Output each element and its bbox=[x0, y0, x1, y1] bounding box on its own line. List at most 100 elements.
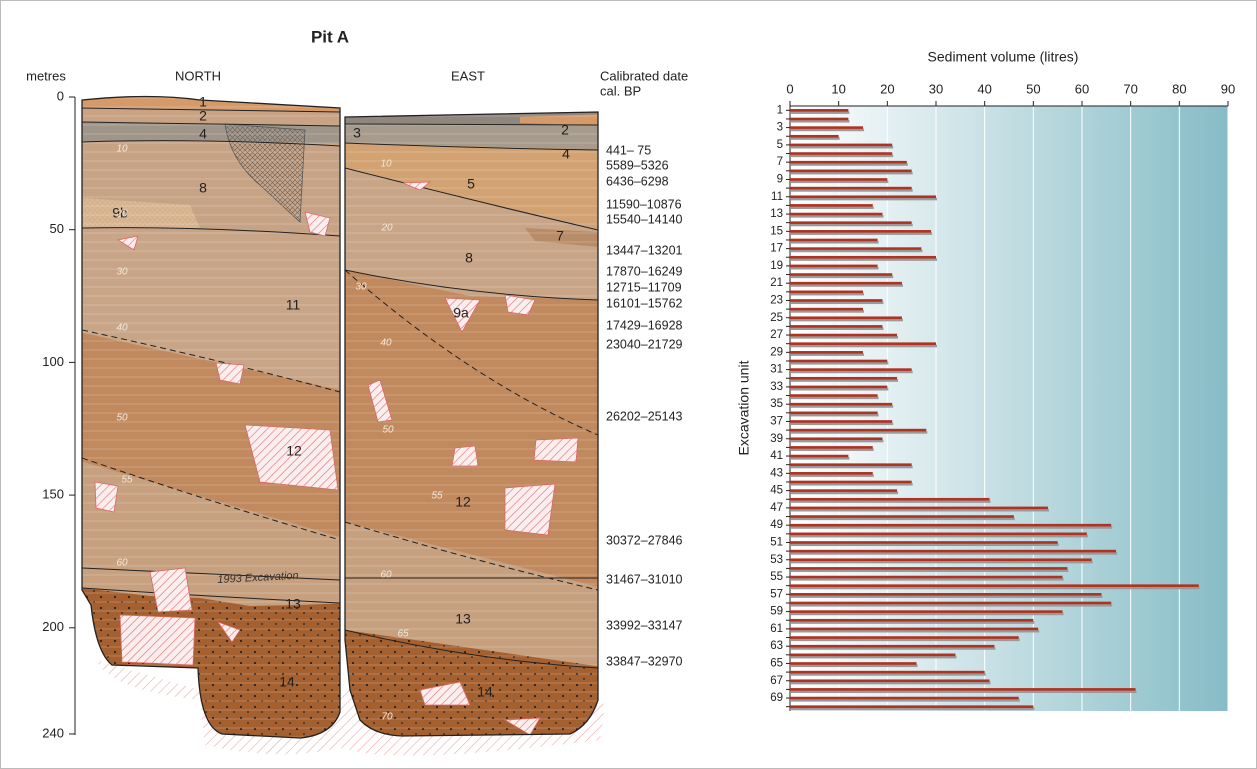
bar-shadow bbox=[791, 180, 889, 184]
bar bbox=[790, 653, 956, 657]
date-label: 15540–14140 bbox=[606, 212, 683, 226]
bar bbox=[790, 541, 1058, 544]
bar-shadow bbox=[791, 647, 996, 650]
bar bbox=[790, 230, 932, 233]
bar-shadow bbox=[791, 171, 913, 175]
bar bbox=[790, 178, 888, 181]
y-tick-label: 53 bbox=[770, 554, 783, 566]
y-axis-label: Excavation unit bbox=[736, 360, 752, 455]
layer-label: 7 bbox=[556, 228, 564, 244]
bar bbox=[790, 558, 1092, 562]
bar-shadow bbox=[791, 491, 899, 495]
depth-mark: 10 bbox=[380, 159, 392, 170]
bar bbox=[790, 636, 1019, 639]
depth-mark: 60 bbox=[380, 570, 392, 581]
y-tick-label: 200 bbox=[42, 619, 64, 634]
layer-label: 4 bbox=[199, 126, 207, 142]
bar-shadow bbox=[791, 370, 913, 374]
bar bbox=[790, 549, 1117, 553]
bar bbox=[790, 359, 888, 363]
bar-shadow bbox=[791, 111, 850, 114]
bar-shadow bbox=[791, 275, 894, 279]
layer-label: 13 bbox=[455, 611, 471, 627]
bar bbox=[790, 247, 922, 250]
bar bbox=[790, 420, 893, 423]
date-label: 30372–27846 bbox=[606, 533, 683, 547]
bar bbox=[790, 532, 1087, 536]
y-tick-label: 55 bbox=[770, 571, 783, 583]
bar-shadow bbox=[791, 612, 1064, 616]
bar bbox=[790, 281, 902, 285]
bar-shadow bbox=[791, 284, 903, 287]
bar-shadow bbox=[791, 197, 937, 201]
bar-shadow bbox=[791, 457, 850, 460]
y-tick-label: 41 bbox=[770, 450, 783, 462]
bar-shadow bbox=[791, 603, 1113, 607]
bar bbox=[790, 705, 1034, 708]
bar bbox=[790, 489, 898, 492]
bar bbox=[790, 454, 849, 458]
bar bbox=[790, 567, 1068, 570]
depth-mark: 30 bbox=[116, 267, 128, 278]
y-tick-label: 39 bbox=[770, 433, 783, 445]
bar bbox=[790, 221, 912, 224]
bar-shadow bbox=[791, 673, 986, 676]
bar-shadow bbox=[791, 327, 884, 330]
bar-shadow bbox=[791, 292, 864, 296]
depth-mark: 30 bbox=[355, 282, 367, 293]
annotation: 1993 Excavation bbox=[217, 570, 299, 586]
depth-mark: 55 bbox=[431, 491, 443, 502]
bar-shadow bbox=[791, 189, 913, 192]
layer-label: 13 bbox=[285, 596, 301, 612]
bar-shadow bbox=[791, 137, 840, 140]
bar bbox=[790, 169, 912, 173]
bar-shadow bbox=[791, 707, 1035, 711]
bar bbox=[790, 463, 912, 466]
y-tick-label: 31 bbox=[770, 364, 783, 376]
depth-mark: 10 bbox=[116, 144, 128, 155]
layer-label: 3 bbox=[353, 125, 361, 141]
bar-shadow bbox=[791, 353, 864, 356]
bar bbox=[790, 160, 907, 164]
bar-shadow bbox=[791, 318, 903, 322]
bar-shadow bbox=[791, 482, 913, 486]
bar-shadow bbox=[791, 266, 879, 270]
bar bbox=[790, 394, 878, 397]
bar bbox=[790, 644, 995, 648]
bar-shadow bbox=[791, 206, 874, 209]
bar-shadow bbox=[791, 387, 889, 391]
y-tick-label: 7 bbox=[777, 156, 783, 168]
date-label: 6436–6298 bbox=[606, 174, 669, 188]
dates-heading: cal. BP bbox=[600, 83, 641, 98]
layer-label: 11 bbox=[286, 297, 301, 313]
y-tick-label: 100 bbox=[42, 354, 64, 369]
layer-label: 12 bbox=[286, 443, 302, 459]
bar bbox=[790, 134, 839, 138]
y-tick-label: 51 bbox=[770, 536, 783, 548]
section-title: Pit A bbox=[311, 27, 349, 46]
bar bbox=[790, 117, 849, 121]
x-tick-label: 60 bbox=[1075, 81, 1089, 96]
y-tick-label: 43 bbox=[770, 467, 783, 479]
bar-shadow bbox=[791, 638, 1020, 642]
bar bbox=[790, 497, 990, 501]
bar-shadow bbox=[791, 310, 864, 313]
layer-label: 1 bbox=[199, 94, 207, 110]
panel-heading: NORTH bbox=[175, 68, 221, 83]
axis-label: metres bbox=[26, 68, 66, 83]
bar-shadow bbox=[791, 361, 889, 365]
bar bbox=[790, 299, 883, 302]
bar-shadow bbox=[791, 223, 913, 227]
bar bbox=[790, 316, 902, 320]
bar bbox=[790, 333, 898, 337]
bar bbox=[790, 593, 1102, 596]
bar bbox=[790, 325, 883, 328]
bar-shadow bbox=[791, 681, 991, 685]
bar-shadow bbox=[791, 379, 899, 382]
bar bbox=[790, 446, 873, 449]
bar-shadow bbox=[791, 629, 1040, 633]
y-tick-label: 63 bbox=[770, 640, 783, 652]
bar-shadow bbox=[791, 405, 894, 408]
